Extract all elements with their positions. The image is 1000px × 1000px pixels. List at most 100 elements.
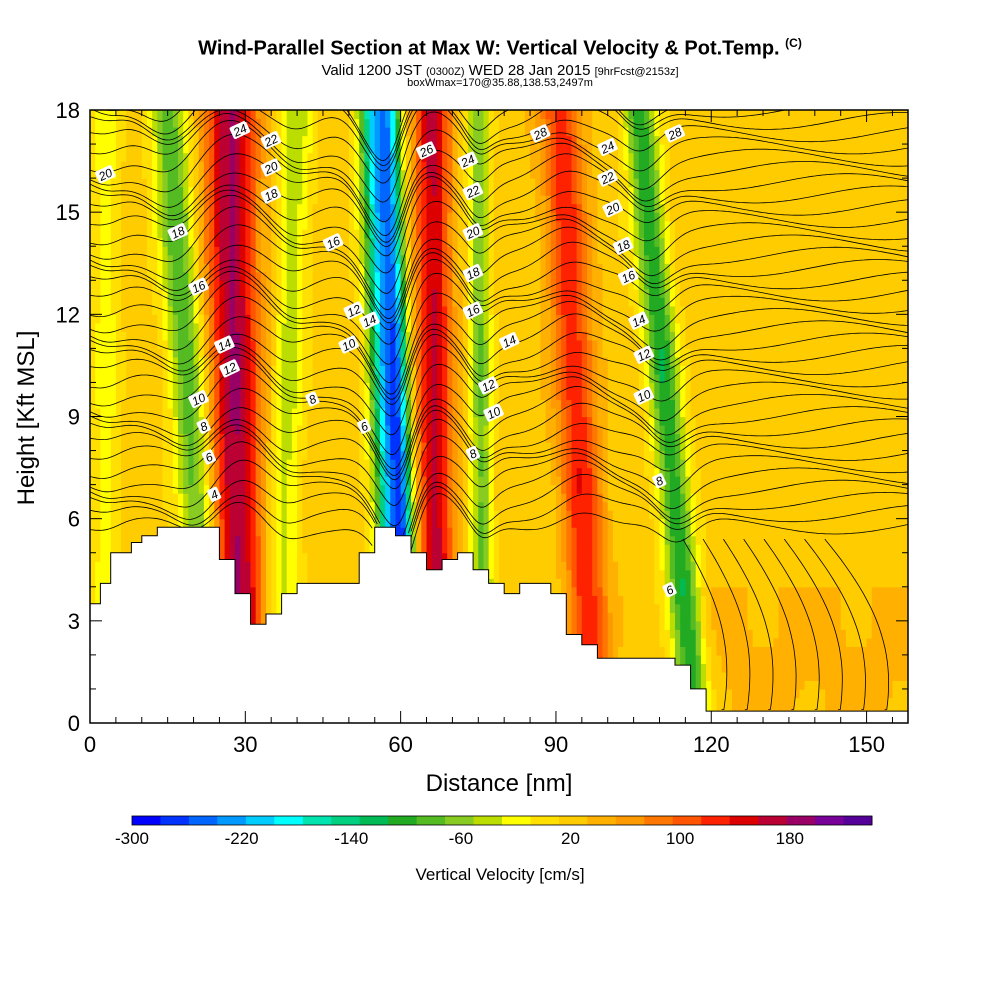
heat-cell [178, 152, 184, 162]
heat-cell [224, 229, 231, 239]
heat-cell [364, 527, 371, 537]
heat-cell [312, 561, 319, 571]
heat-cell [395, 365, 402, 375]
heat-cell [167, 195, 174, 205]
heat-cell [431, 305, 438, 315]
heat-cell [312, 348, 319, 358]
heat-cell [95, 322, 101, 332]
heat-cell [141, 399, 148, 409]
heat-cell [229, 450, 236, 460]
heat-cell [359, 254, 365, 264]
heat-cell [209, 169, 215, 179]
heat-cell [421, 476, 428, 486]
heat-cell [312, 280, 319, 290]
heat-cell [95, 501, 101, 511]
heat-cell [209, 237, 215, 247]
heat-cell [110, 407, 117, 418]
heat-cell [281, 110, 288, 120]
heat-cell [374, 356, 381, 367]
heat-cell [276, 382, 283, 392]
heat-cell [297, 527, 303, 537]
heat-cell [343, 552, 350, 562]
heat-cell [126, 339, 133, 349]
heat-cell [183, 280, 189, 290]
heat-cell [364, 118, 371, 128]
heat-cell [219, 373, 226, 384]
heat-cell [343, 365, 350, 375]
heat-cell [333, 280, 340, 290]
heat-cell [354, 510, 360, 520]
heat-cell [312, 356, 319, 367]
heat-cell [312, 365, 319, 375]
heat-cell [442, 220, 448, 230]
heat-cell [188, 373, 195, 384]
heat-cell [302, 467, 309, 477]
heat-cell [343, 561, 350, 571]
heat-cell [188, 271, 195, 281]
heat-cell [157, 178, 164, 188]
heat-cell [162, 127, 169, 137]
chart-subtitle-2: boxWmax=170@35.88,138.53,2497m [407, 77, 593, 89]
heat-cell [348, 263, 355, 273]
heat-cell [172, 288, 179, 298]
heat-cell [385, 510, 391, 520]
heat-cell [348, 518, 355, 528]
heat-cell [442, 288, 448, 298]
heat-cell [234, 254, 241, 264]
heat-cell [178, 203, 184, 213]
heat-cell [302, 442, 309, 452]
heat-cell [442, 314, 448, 324]
heat-cell [152, 229, 158, 239]
heat-cell [400, 331, 407, 341]
heat-cell [214, 271, 221, 281]
heat-cell [162, 246, 169, 256]
heat-cell [328, 229, 334, 239]
heat-cell [374, 127, 381, 137]
heat-cell [354, 416, 360, 426]
heat-cell [333, 271, 340, 281]
heat-cell [317, 365, 324, 375]
heat-cell [95, 271, 101, 281]
heat-cell [250, 229, 257, 239]
heat-cell [291, 501, 298, 511]
heat-cell [214, 305, 221, 315]
heat-cell [395, 484, 402, 494]
heat-cell [188, 195, 195, 205]
heat-cell [157, 416, 164, 426]
heat-cell [105, 442, 112, 452]
heat-cell [183, 161, 189, 171]
heat-cell [369, 407, 376, 418]
heat-cell [354, 288, 360, 298]
heat-cell [193, 203, 200, 213]
heat-cell [250, 544, 257, 554]
heat-cell [348, 433, 355, 443]
heat-cell [436, 246, 443, 256]
heat-cell [400, 399, 407, 409]
heat-cell [416, 271, 422, 281]
heat-cell [240, 382, 246, 392]
heat-cell [110, 416, 117, 426]
heat-cell [307, 544, 314, 554]
heat-cell [95, 586, 101, 596]
heat-cell [172, 493, 179, 503]
heat-cell [250, 212, 257, 222]
heat-cell [245, 161, 252, 171]
heat-cell [105, 493, 112, 503]
heat-cell [121, 322, 127, 332]
heat-cell [250, 178, 257, 188]
heat-cell [405, 425, 412, 435]
heat-cell [307, 297, 314, 307]
heat-cell [400, 365, 407, 375]
heat-cell [297, 322, 303, 332]
heat-cell [183, 433, 189, 443]
heat-cell [343, 569, 350, 579]
heat-cell [271, 586, 277, 596]
heat-cell [369, 535, 376, 545]
heat-cell [234, 459, 241, 469]
heat-cell [198, 220, 205, 230]
heat-cell [255, 476, 262, 486]
heat-cell [115, 459, 122, 469]
heat-cell [183, 135, 189, 145]
heat-cell [178, 237, 184, 247]
heat-cell [136, 297, 143, 307]
